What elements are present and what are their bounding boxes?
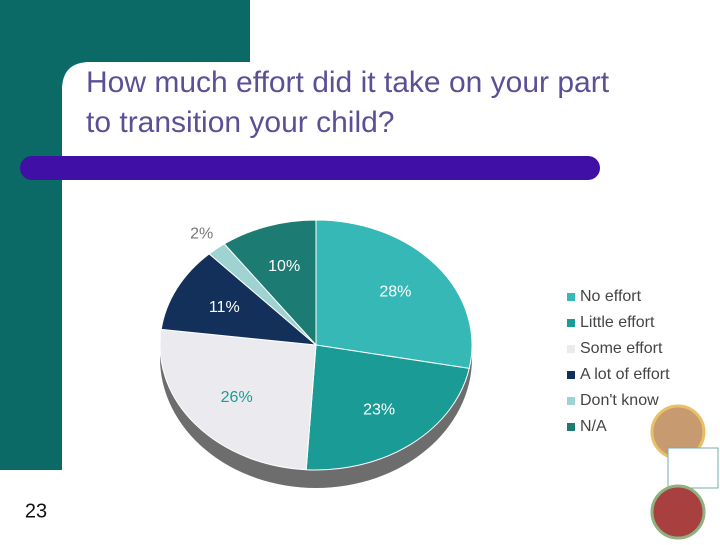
- title-bar: [20, 156, 600, 180]
- data-label: 2%: [190, 225, 213, 242]
- data-label: 10%: [268, 258, 300, 275]
- pie-slice: [305, 344, 470, 471]
- legend-swatch: [567, 293, 575, 301]
- legend-label: N/A: [580, 418, 607, 435]
- legend-swatch: [567, 371, 575, 379]
- data-label: 28%: [379, 284, 411, 301]
- logo: [667, 447, 719, 489]
- legend-label: Some effort: [580, 340, 663, 357]
- pie: 28% 23% 26% 11% 2% 10%: [159, 219, 473, 488]
- legend: No effort Little effort Some effort A lot o…: [567, 288, 670, 435]
- slide-number: 23: [25, 500, 47, 522]
- legend-swatch: [567, 423, 575, 431]
- legend-swatch: [567, 345, 575, 353]
- legend-label: A lot of effort: [580, 366, 670, 383]
- chart-title: How much effort did it take on your part…: [86, 66, 610, 139]
- photo: [650, 484, 706, 540]
- corner: [62, 62, 90, 90]
- data-label: 23%: [363, 401, 395, 418]
- legend-label: Don't know: [580, 392, 659, 409]
- data-label: 26%: [221, 389, 253, 406]
- pie-slice: [159, 328, 317, 471]
- legend-swatch: [567, 397, 575, 405]
- pie-slice: [315, 219, 473, 369]
- data-label: 11%: [209, 299, 240, 316]
- number-area: [0, 470, 62, 540]
- legend-label: Little effort: [580, 314, 655, 331]
- pie-slice: [160, 253, 318, 346]
- pie-slice: [223, 219, 317, 347]
- legend-swatch: [567, 319, 575, 327]
- legend-label: No effort: [580, 288, 642, 305]
- left-band: [0, 0, 62, 470]
